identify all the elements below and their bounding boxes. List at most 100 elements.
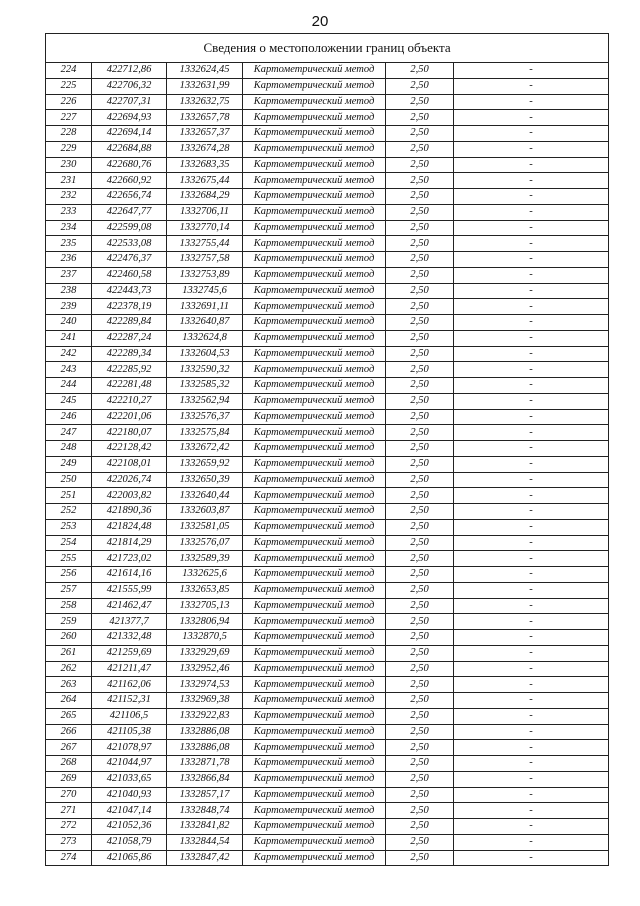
precision-cell: 2,50 bbox=[385, 692, 454, 709]
precision-cell: 2,50 bbox=[385, 755, 454, 772]
x-coordinate-cell: 421052,36 bbox=[91, 818, 167, 835]
table-row: 226 422707,31 1332632,75 Картометрический м… bbox=[45, 93, 610, 111]
x-coordinate-cell: 421162,06 bbox=[91, 676, 167, 693]
y-coordinate-cell: 1332624,45 bbox=[166, 62, 243, 79]
x-coordinate-cell: 422599,08 bbox=[91, 219, 167, 237]
table-row: 233 422647,77 1332706,11 Картометрический м… bbox=[45, 203, 610, 221]
description-cell: - bbox=[452, 408, 610, 426]
x-coordinate-cell: 422694,93 bbox=[91, 109, 167, 126]
y-coordinate-cell: 1332625,6 bbox=[166, 566, 243, 583]
method-cell: Картометрический метод bbox=[242, 219, 386, 237]
method-cell: Картометрический метод bbox=[242, 266, 386, 284]
table-row: 241 422287,24 1332624,8 Картометрический ме… bbox=[45, 329, 610, 347]
point-number-cell: 250 bbox=[45, 471, 92, 489]
y-coordinate-cell: 1332657,78 bbox=[166, 109, 243, 126]
table-row: 250 422026,74 1332650,39 Картометрический м… bbox=[45, 471, 610, 489]
x-coordinate-cell: 422003,82 bbox=[91, 487, 167, 504]
x-coordinate-cell: 421047,14 bbox=[91, 802, 167, 819]
point-number-cell: 253 bbox=[45, 518, 92, 536]
description-cell: - bbox=[452, 802, 610, 819]
description-cell: - bbox=[452, 755, 610, 772]
x-coordinate-cell: 422026,74 bbox=[91, 471, 167, 489]
precision-cell: 2,50 bbox=[385, 392, 454, 410]
page-number: 20 bbox=[311, 13, 329, 30]
method-cell: Картометрический метод bbox=[242, 361, 386, 378]
precision-cell: 2,50 bbox=[385, 597, 454, 615]
description-cell: - bbox=[452, 692, 610, 709]
method-cell: Картометрический метод bbox=[242, 581, 386, 599]
y-coordinate-cell: 1332929,69 bbox=[166, 644, 243, 662]
table-row: 239 422378,19 1332691,11 Картометрический м… bbox=[45, 298, 610, 315]
table-row: 272 421052,36 1332841,82 Картометрический м… bbox=[45, 818, 610, 835]
point-number-cell: 237 bbox=[45, 266, 92, 284]
description-cell: - bbox=[452, 172, 610, 189]
y-coordinate-cell: 1332653,85 bbox=[166, 581, 243, 599]
x-coordinate-cell: 421033,65 bbox=[91, 770, 167, 788]
precision-cell: 2,50 bbox=[385, 329, 454, 347]
y-coordinate-cell: 1332576,07 bbox=[166, 534, 243, 552]
method-cell: Картометрический метод bbox=[242, 77, 386, 95]
x-coordinate-cell: 422285,92 bbox=[91, 361, 167, 378]
description-cell: - bbox=[452, 818, 610, 835]
method-cell: Картометрический метод bbox=[242, 613, 386, 630]
precision-cell: 2,50 bbox=[385, 251, 454, 268]
precision-cell: 2,50 bbox=[385, 298, 454, 315]
description-cell: - bbox=[452, 487, 610, 504]
description-cell: - bbox=[452, 62, 610, 79]
point-number-cell: 243 bbox=[45, 361, 92, 378]
description-cell: - bbox=[452, 644, 610, 662]
x-coordinate-cell: 422706,32 bbox=[91, 77, 167, 95]
method-cell: Картометрический метод bbox=[242, 235, 386, 252]
y-coordinate-cell: 1332589,39 bbox=[166, 550, 243, 567]
x-coordinate-cell: 422533,08 bbox=[91, 235, 167, 252]
description-cell: - bbox=[452, 849, 610, 867]
y-coordinate-cell: 1332659,92 bbox=[166, 455, 243, 473]
table-row: 236 422476,37 1332757,58 Картометрический м… bbox=[45, 251, 610, 268]
precision-cell: 2,50 bbox=[385, 125, 454, 142]
method-cell: Картометрический метод bbox=[242, 93, 386, 111]
precision-cell: 2,50 bbox=[385, 833, 454, 851]
method-cell: Картометрический метод bbox=[242, 314, 386, 331]
y-coordinate-cell: 1332886,08 bbox=[166, 723, 243, 741]
description-cell: - bbox=[452, 566, 610, 583]
precision-cell: 2,50 bbox=[385, 219, 454, 237]
x-coordinate-cell: 422680,76 bbox=[91, 156, 167, 174]
point-number-cell: 227 bbox=[45, 109, 92, 126]
y-coordinate-cell: 1332745,6 bbox=[166, 282, 243, 300]
precision-cell: 2,50 bbox=[385, 503, 454, 520]
y-coordinate-cell: 1332657,37 bbox=[166, 125, 243, 142]
description-cell: - bbox=[452, 660, 610, 678]
precision-cell: 2,50 bbox=[385, 676, 454, 693]
table-row: 270 421040,93 1332857,17 Картометрический м… bbox=[45, 786, 610, 804]
x-coordinate-cell: 421332,48 bbox=[91, 629, 167, 646]
description-cell: - bbox=[452, 739, 610, 756]
x-coordinate-cell: 421044,97 bbox=[91, 755, 167, 772]
table-row: 256 421614,16 1332625,6 Картометрический ме… bbox=[45, 566, 610, 583]
method-cell: Картометрический метод bbox=[242, 188, 386, 205]
y-coordinate-cell: 1332590,32 bbox=[166, 361, 243, 378]
method-cell: Картометрический метод bbox=[242, 566, 386, 583]
table-row: 268 421044,97 1332871,78 Картометрический м… bbox=[45, 755, 610, 772]
point-number-cell: 263 bbox=[45, 676, 92, 693]
y-coordinate-cell: 1332683,35 bbox=[166, 156, 243, 174]
table-title-row: Сведения о местоположении границ объекта bbox=[44, 33, 610, 63]
x-coordinate-cell: 422201,06 bbox=[91, 408, 167, 426]
x-coordinate-cell: 421040,93 bbox=[91, 786, 167, 804]
x-coordinate-cell: 421065,86 bbox=[91, 849, 167, 867]
table-row: 232 422656,74 1332684,29 Картометрический м… bbox=[45, 188, 610, 205]
table-row: 246 422201,06 1332576,37 Картометрический м… bbox=[45, 408, 610, 426]
x-coordinate-cell: 421105,38 bbox=[91, 723, 167, 741]
x-coordinate-cell: 421890,36 bbox=[91, 503, 167, 520]
table-row: 227 422694,93 1332657,78 Картометрический м… bbox=[45, 109, 610, 126]
x-coordinate-cell: 421106,5 bbox=[91, 707, 167, 725]
x-coordinate-cell: 422289,34 bbox=[91, 345, 167, 363]
description-cell: - bbox=[452, 503, 610, 520]
description-cell: - bbox=[452, 266, 610, 284]
description-cell: - bbox=[452, 440, 610, 457]
table-row: 245 422210,27 1332562,94 Картометрический м… bbox=[45, 392, 610, 410]
x-coordinate-cell: 422210,27 bbox=[91, 392, 167, 410]
precision-cell: 2,50 bbox=[385, 62, 454, 79]
point-number-cell: 248 bbox=[45, 440, 92, 457]
point-number-cell: 230 bbox=[45, 156, 92, 174]
description-cell: - bbox=[452, 833, 610, 851]
